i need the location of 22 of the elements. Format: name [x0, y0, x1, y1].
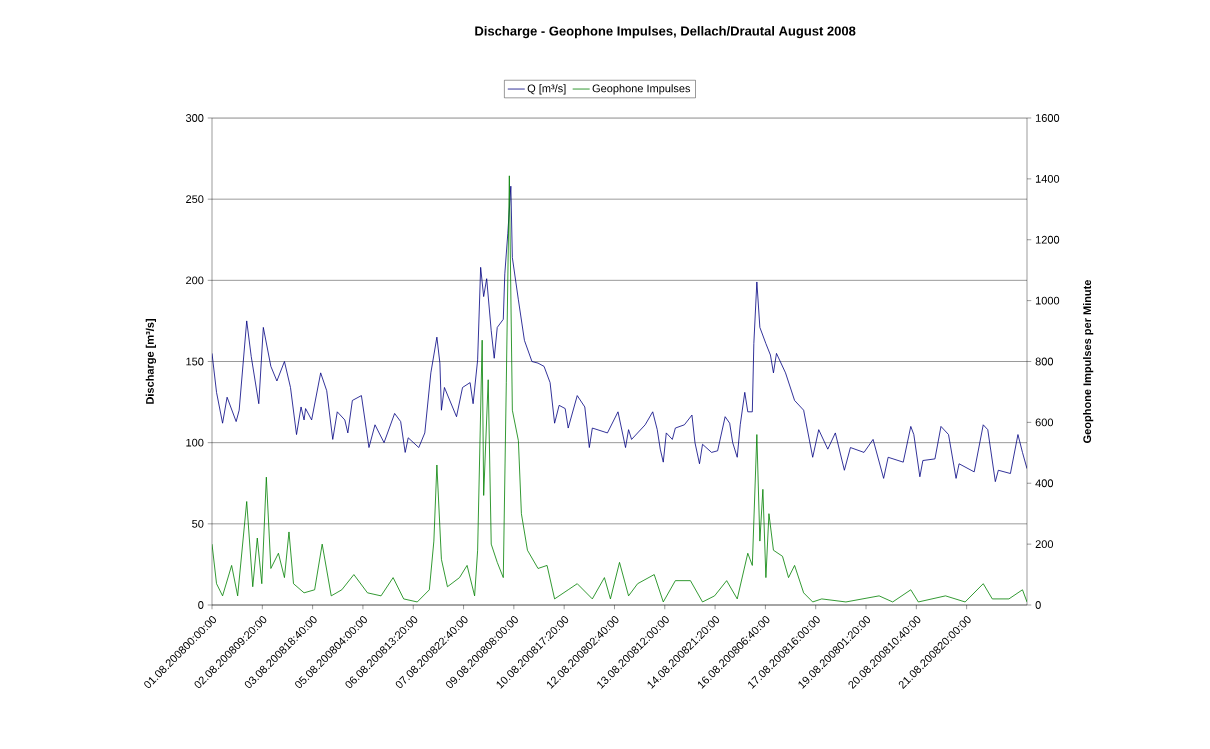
chart-title: Discharge - Geophone Impulses, Dellach/Drautal August 2008 — [475, 26, 856, 39]
y2-tick-label: 1200 — [1035, 235, 1060, 244]
y-axis-title: Discharge [m³/s] — [145, 319, 157, 404]
y2-tick-label: 1400 — [1035, 174, 1060, 183]
y-tick-label: 300 — [185, 114, 204, 122]
legend-label: Q [m³/s] — [527, 84, 566, 95]
y2-tick-label: 600 — [1035, 418, 1054, 427]
y-tick-label: 250 — [186, 195, 204, 204]
y-tick-label: 100 — [186, 438, 204, 447]
y-tick-label: 0 — [198, 601, 204, 609]
y-tick-label: 200 — [186, 276, 204, 285]
y2-axis-title: Geophone Impulses per Minute — [1083, 279, 1094, 443]
y2-tick-label: 800 — [1035, 357, 1054, 366]
y2-tick-label: 400 — [1035, 479, 1054, 488]
y2-tick-label: 0 — [1035, 601, 1041, 609]
y-tick-label: 50 — [192, 519, 204, 528]
line-series — [212, 185, 1028, 483]
y2-tick-label: 1600 — [1035, 114, 1060, 122]
legend-label: Geophone Impulses — [592, 84, 691, 95]
y2-tick-label: 1000 — [1035, 296, 1060, 305]
y2-tick-label: 200 — [1035, 540, 1054, 549]
y-tick-label: 150 — [186, 357, 204, 366]
